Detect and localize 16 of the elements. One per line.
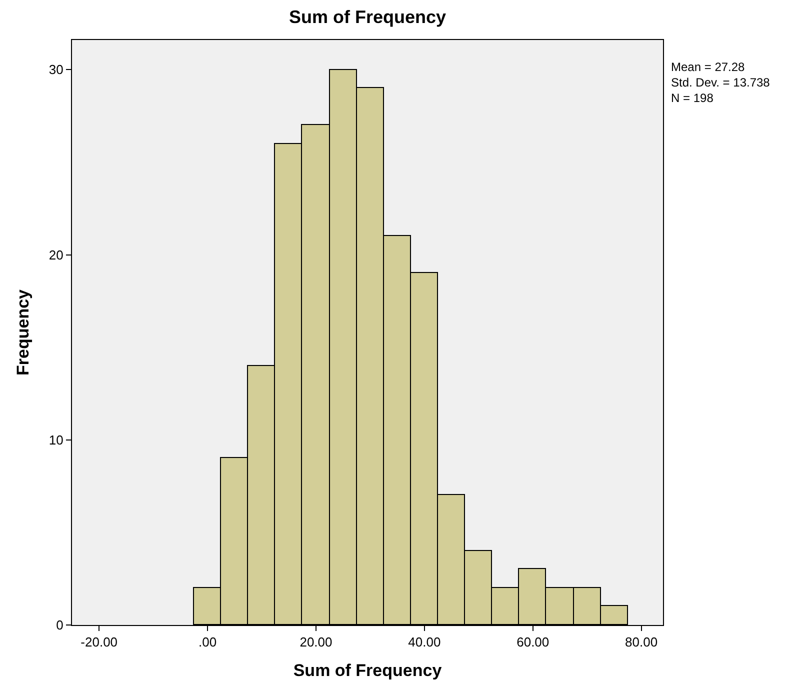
y-tick-label: 10 bbox=[48, 432, 64, 448]
y-tick-label: 0 bbox=[56, 618, 64, 633]
y-tick-label: 30 bbox=[48, 62, 64, 78]
chart-title: Sum of Frequency bbox=[288, 6, 446, 27]
text: N = 198 bbox=[671, 91, 714, 106]
y-tick-label: 20 bbox=[48, 247, 64, 262]
x-tick-label: -20.00 bbox=[80, 634, 118, 650]
x-tick-label: 20.00 bbox=[300, 634, 332, 650]
x-axis-title: Sum of Frequency bbox=[293, 661, 442, 680]
x-tick-label: 80.00 bbox=[625, 634, 658, 650]
text: Mean = 27.28 bbox=[671, 60, 746, 74]
x-tick-label: 60.00 bbox=[516, 634, 550, 650]
y-axis-title: Frequency bbox=[13, 288, 32, 376]
text: Std. Dev. = 13.738 bbox=[671, 76, 770, 90]
x-tick-label: .00 bbox=[198, 634, 217, 650]
x-tick-label: 40.00 bbox=[408, 634, 441, 650]
